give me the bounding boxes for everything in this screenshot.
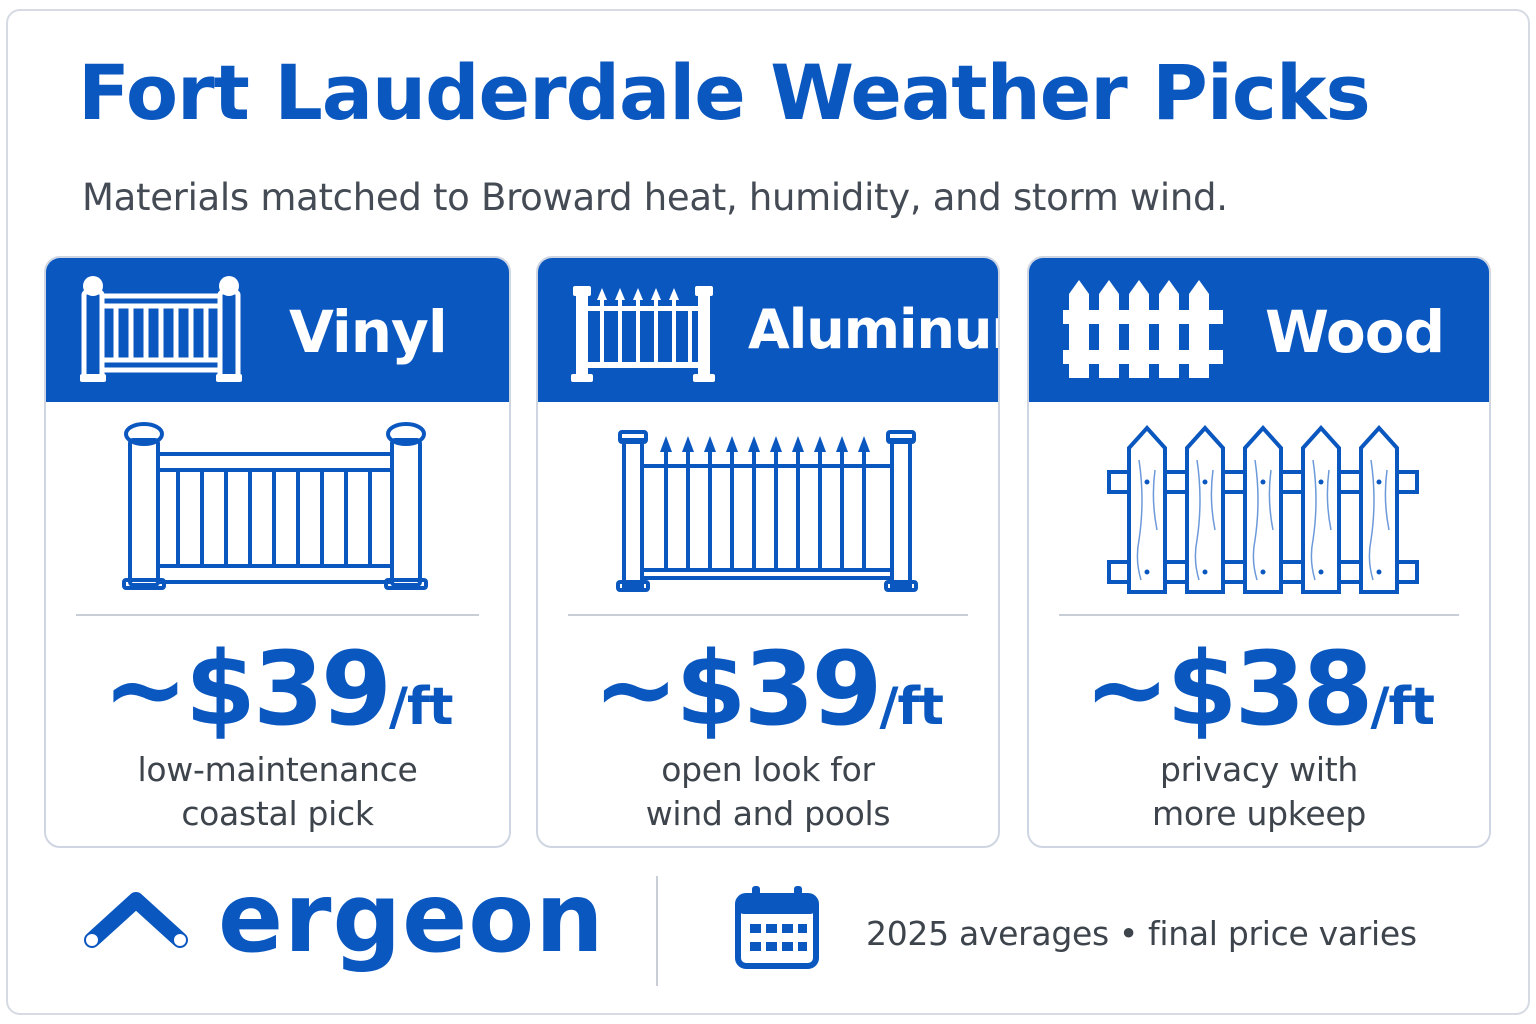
calendar-icon xyxy=(735,886,819,969)
price-wood: ~$38/ft xyxy=(1029,630,1489,749)
footer-note: 2025 averages • final price varies xyxy=(866,914,1417,953)
card-label-aluminum: Aluminum xyxy=(748,298,998,361)
desc-line: coastal pick xyxy=(181,794,374,833)
desc-wood: privacy with more upkeep xyxy=(1029,748,1489,836)
page-title: Fort Lauderdale Weather Picks xyxy=(78,48,1371,137)
card-divider xyxy=(1059,614,1459,616)
footer-divider xyxy=(656,876,658,986)
card-header-wood: Wood xyxy=(1029,258,1489,402)
brand-logo: ergeon xyxy=(218,862,605,974)
footer-note-left: 2025 averages xyxy=(866,914,1109,953)
page-subtitle: Materials matched to Broward heat, humid… xyxy=(82,176,1228,219)
desc-line: wind and pools xyxy=(645,794,891,833)
desc-line: more upkeep xyxy=(1151,794,1367,833)
card-wood: Wood xyxy=(1027,256,1491,848)
wood-fence-illustration xyxy=(1107,425,1419,594)
desc-aluminum: open look for wind and pools xyxy=(538,748,998,836)
price-aluminum: ~$39/ft xyxy=(538,630,998,749)
ergeon-logo-icon xyxy=(84,892,188,948)
vinyl-fence-illustration xyxy=(122,422,428,590)
price-amount: ~$38 xyxy=(1084,630,1373,749)
price-unit: /ft xyxy=(388,677,453,737)
aluminum-fence-illustration xyxy=(616,430,918,592)
desc-vinyl: low-maintenance coastal pick xyxy=(46,748,509,836)
desc-line: privacy with xyxy=(1159,750,1358,789)
card-label-wood: Wood xyxy=(1265,298,1445,366)
card-header-aluminum: Aluminum xyxy=(538,258,998,402)
card-label-vinyl: Vinyl xyxy=(289,298,448,366)
desc-line: low-maintenance xyxy=(137,750,418,789)
card-divider xyxy=(76,614,479,616)
card-divider xyxy=(568,614,968,616)
price-unit: /ft xyxy=(1370,677,1434,737)
aluminum-fence-icon xyxy=(571,286,715,382)
desc-line: open look for xyxy=(661,750,875,789)
price-vinyl: ~$39/ft xyxy=(46,630,509,749)
card-vinyl: Vinyl ~$39/ft low-maintenance coastal xyxy=(44,256,511,848)
vinyl-fence-icon xyxy=(80,276,242,382)
card-header-vinyl: Vinyl xyxy=(46,258,509,402)
footer-separator: • xyxy=(1118,914,1139,953)
price-amount: ~$39 xyxy=(593,630,882,749)
wood-fence-icon xyxy=(1063,280,1223,378)
card-aluminum: Aluminum xyxy=(536,256,1000,848)
footer-note-right: final price varies xyxy=(1148,914,1417,953)
price-amount: ~$39 xyxy=(102,630,392,749)
price-unit: /ft xyxy=(879,677,943,737)
